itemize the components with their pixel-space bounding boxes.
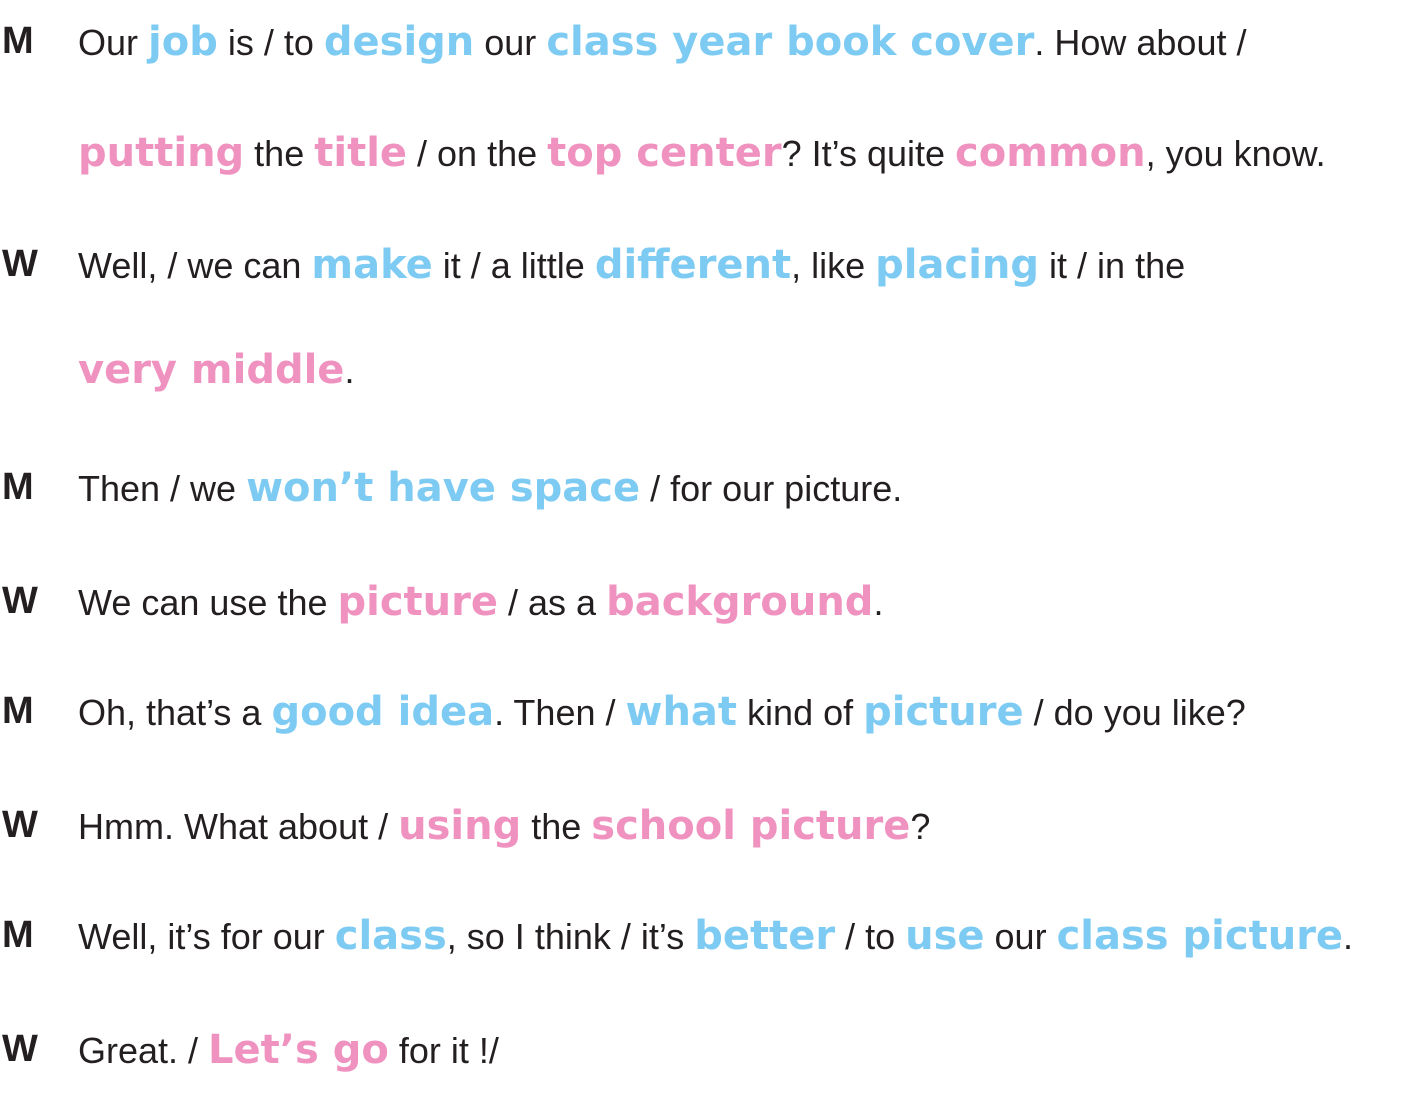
plain-words: , so I think / it’s xyxy=(446,916,695,957)
plain-words: . Then / xyxy=(494,692,626,733)
dialogue-line: W Well, / we can make it / a little diff… xyxy=(0,245,1414,325)
plain-words: , you know. xyxy=(1145,133,1326,174)
speaker-label: M xyxy=(2,914,34,956)
stressed-words: picture xyxy=(337,579,499,625)
stressed-words: top center xyxy=(547,130,782,176)
stressed-words: class xyxy=(334,913,447,959)
stressed-words: title xyxy=(314,130,408,176)
stressed-words: design xyxy=(323,19,475,65)
plain-words: is / to xyxy=(217,22,324,63)
stressed-words: class picture xyxy=(1056,913,1344,959)
speaker-label: W xyxy=(2,1028,38,1070)
plain-words: / for our picture. xyxy=(640,468,903,509)
stressed-words: putting xyxy=(78,130,245,176)
dialogue-line: putting the title / on the top center? I… xyxy=(0,133,1414,213)
stressed-words: using xyxy=(398,803,522,849)
line-text: putting the title / on the top center? I… xyxy=(78,133,1326,173)
plain-words: . How about / xyxy=(1034,22,1247,63)
stressed-words: what xyxy=(625,689,738,735)
plain-words: . xyxy=(344,350,355,391)
plain-words: , like xyxy=(791,245,876,286)
plain-words: / to xyxy=(835,916,906,957)
dialogue-line: W We can use the picture / as a backgrou… xyxy=(0,582,1414,662)
plain-words: Great. / xyxy=(78,1030,209,1071)
line-text: Great. / Let’s go for it !/ xyxy=(78,1030,499,1070)
plain-words: ? xyxy=(910,806,931,847)
stressed-words: use xyxy=(905,913,985,959)
dialogue-line: W Great. / Let’s go for it !/ xyxy=(0,1030,1414,1110)
plain-words: it / in the xyxy=(1039,245,1186,286)
stressed-words: job xyxy=(148,19,218,65)
dialogue-line: M Well, it’s for our class, so I think /… xyxy=(0,916,1414,996)
plain-words: Well, / we can xyxy=(78,245,312,286)
line-text: Our job is / to design our class year bo… xyxy=(78,22,1246,62)
stressed-words: won’t have space xyxy=(246,465,641,511)
stressed-words: background xyxy=(606,579,874,625)
dialogue-line: M Then / we won’t have space / for our p… xyxy=(0,468,1414,548)
plain-words: for it !/ xyxy=(388,1030,499,1071)
stressed-words: different xyxy=(594,242,792,288)
stressed-words: better xyxy=(694,913,836,959)
line-text: We can use the picture / as a background… xyxy=(78,582,883,622)
speaker-label: M xyxy=(2,20,34,62)
dialogue-line: M Our job is / to design our class year … xyxy=(0,22,1414,102)
plain-words: / do you like? xyxy=(1023,692,1246,733)
speaker-label: W xyxy=(2,243,38,285)
stressed-words: class year book cover xyxy=(546,19,1035,65)
stressed-words: make xyxy=(311,242,433,288)
dialogue-line: M Oh, that’s a good idea. Then / what ki… xyxy=(0,692,1414,772)
stressed-words: picture xyxy=(863,689,1024,735)
speaker-label: W xyxy=(2,804,38,846)
plain-words: . xyxy=(873,582,884,623)
plain-words: ? It’s quite xyxy=(781,133,956,174)
plain-words: Well, it’s for our xyxy=(78,916,335,957)
line-text: Hmm. What about / using the school pictu… xyxy=(78,806,930,846)
plain-words: our xyxy=(474,22,547,63)
stressed-words: Let’s go xyxy=(208,1027,389,1073)
dialogue-line: very middle. xyxy=(0,350,1414,430)
plain-words: Hmm. What about / xyxy=(78,806,399,847)
stressed-words: placing xyxy=(875,242,1040,288)
plain-words: the xyxy=(244,133,315,174)
plain-words: Then / we xyxy=(78,468,247,509)
stressed-words: very middle xyxy=(78,347,345,393)
line-text: Well, it’s for our class, so I think / i… xyxy=(78,916,1353,956)
speaker-label: W xyxy=(2,580,38,622)
line-text: Oh, that’s a good idea. Then / what kind… xyxy=(78,692,1246,732)
line-text: very middle. xyxy=(78,350,354,390)
dialogue-line: W Hmm. What about / using the school pic… xyxy=(0,806,1414,886)
plain-words: it / a little xyxy=(432,245,595,286)
plain-words: We can use the xyxy=(78,582,338,623)
plain-words: . xyxy=(1343,916,1354,957)
speaker-label: M xyxy=(2,466,34,508)
plain-words: / on the xyxy=(407,133,548,174)
plain-words: the xyxy=(521,806,592,847)
plain-words: kind of xyxy=(737,692,864,733)
stressed-words: school picture xyxy=(591,803,911,849)
stressed-words: common xyxy=(955,130,1146,176)
plain-words: our xyxy=(984,916,1057,957)
line-text: Then / we won’t have space / for our pic… xyxy=(78,468,902,508)
plain-words: Oh, that’s a xyxy=(78,692,272,733)
line-text: Well, / we can make it / a little differ… xyxy=(78,245,1185,285)
plain-words: Our xyxy=(78,22,149,63)
stressed-words: good idea xyxy=(271,689,495,735)
plain-words: / as a xyxy=(498,582,607,623)
speaker-label: M xyxy=(2,690,34,732)
